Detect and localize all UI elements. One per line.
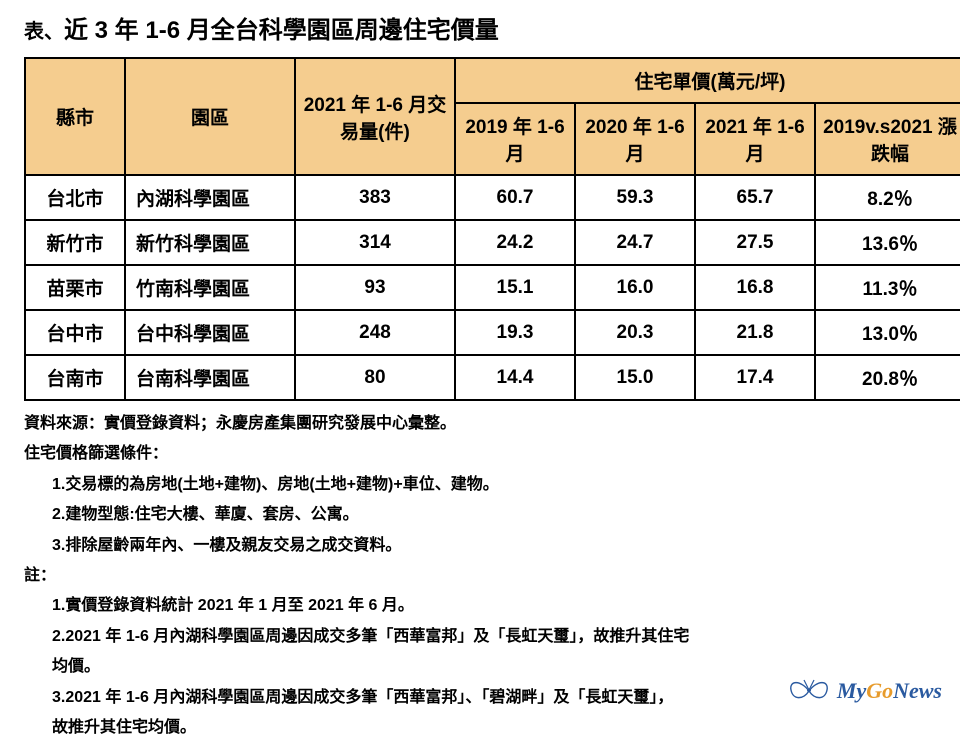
note-line: 資料來源：實價登錄資料；永慶房產集團研究發展中心彙整。 — [24, 409, 936, 439]
logo-news: News — [893, 678, 942, 703]
table-row: 台中市台中科學園區24819.320.321.813.0％ — [25, 310, 960, 355]
title-prefix: 表、 — [24, 21, 64, 43]
th-park: 園區 — [125, 58, 295, 175]
note-line: 故推升其住宅均價。 — [24, 713, 936, 743]
cell-city: 台中市 — [25, 310, 125, 355]
cell-volume: 248 — [295, 310, 455, 355]
pricing-table: 縣市 園區 2021 年 1-6 月交易量(件) 住宅單價(萬元/坪) 2019… — [24, 57, 960, 401]
th-pct: 2019v.s2021 漲跌幅 — [815, 103, 960, 175]
cell-pct: 8.2％ — [815, 175, 960, 220]
table-row: 新竹市新竹科學園區31424.224.727.513.6％ — [25, 220, 960, 265]
th-price-group: 住宅單價(萬元/坪) — [455, 58, 960, 103]
cell-city: 苗栗市 — [25, 265, 125, 310]
table-row: 台南市台南科學園區8014.415.017.420.8％ — [25, 355, 960, 400]
cell-park: 內湖科學園區 — [125, 175, 295, 220]
logo-go: Go — [866, 678, 893, 703]
cell-p2019: 60.7 — [455, 175, 575, 220]
cell-p2019: 14.4 — [455, 355, 575, 400]
cell-p2019: 19.3 — [455, 310, 575, 355]
note-line: 3.排除屋齡兩年內、一樓及親友交易之成交資料。 — [24, 531, 936, 561]
table-row: 台北市內湖科學園區38360.759.365.78.2％ — [25, 175, 960, 220]
cell-p2019: 24.2 — [455, 220, 575, 265]
cell-city: 台南市 — [25, 355, 125, 400]
cell-city: 台北市 — [25, 175, 125, 220]
th-volume: 2021 年 1-6 月交易量(件) — [295, 58, 455, 175]
cell-pct: 20.8％ — [815, 355, 960, 400]
cell-p2020: 16.0 — [575, 265, 695, 310]
cell-volume: 314 — [295, 220, 455, 265]
cell-volume: 93 — [295, 265, 455, 310]
cell-pct: 13.0％ — [815, 310, 960, 355]
note-line: 註： — [24, 561, 936, 591]
cell-p2021: 16.8 — [695, 265, 815, 310]
cell-p2020: 20.3 — [575, 310, 695, 355]
cell-volume: 80 — [295, 355, 455, 400]
note-line: 2.2021 年 1-6 月內湖科學園區周邊因成交多筆「西華富邦」及「長虹天璽」… — [24, 622, 936, 652]
cell-p2021: 27.5 — [695, 220, 815, 265]
table-body: 台北市內湖科學園區38360.759.365.78.2％新竹市新竹科學園區314… — [25, 175, 960, 400]
th-2021: 2021 年 1-6 月 — [695, 103, 815, 175]
cell-p2021: 21.8 — [695, 310, 815, 355]
table-row: 苗栗市竹南科學園區9315.116.016.811.3％ — [25, 265, 960, 310]
logo-text: MyGoNews — [837, 678, 942, 704]
title-main: 近 3 年 1-6 月全台科學園區周邊住宅價量 — [64, 17, 499, 44]
cell-city: 新竹市 — [25, 220, 125, 265]
cell-p2020: 59.3 — [575, 175, 695, 220]
cell-p2021: 65.7 — [695, 175, 815, 220]
cell-pct: 11.3％ — [815, 265, 960, 310]
cell-park: 台南科學園區 — [125, 355, 295, 400]
logo: MyGoNews — [787, 676, 942, 706]
note-line: 住宅價格篩選條件： — [24, 439, 936, 469]
th-city: 縣市 — [25, 58, 125, 175]
cell-p2019: 15.1 — [455, 265, 575, 310]
cell-volume: 383 — [295, 175, 455, 220]
cell-park: 台中科學園區 — [125, 310, 295, 355]
logo-butterfly-icon — [787, 676, 831, 706]
logo-my: My — [837, 678, 866, 703]
report-title: 表、近 3 年 1-6 月全台科學園區周邊住宅價量 — [24, 10, 936, 45]
note-line: 2.建物型態:住宅大樓、華廈、套房、公寓。 — [24, 500, 936, 530]
note-line: 1.交易標的為房地(土地+建物)、房地(土地+建物)+車位、建物。 — [24, 470, 936, 500]
cell-park: 竹南科學園區 — [125, 265, 295, 310]
note-line: 1.實價登錄資料統計 2021 年 1 月至 2021 年 6 月。 — [24, 591, 936, 621]
cell-park: 新竹科學園區 — [125, 220, 295, 265]
cell-p2020: 24.7 — [575, 220, 695, 265]
th-2019: 2019 年 1-6 月 — [455, 103, 575, 175]
th-2020: 2020 年 1-6 月 — [575, 103, 695, 175]
cell-pct: 13.6％ — [815, 220, 960, 265]
cell-p2020: 15.0 — [575, 355, 695, 400]
cell-p2021: 17.4 — [695, 355, 815, 400]
